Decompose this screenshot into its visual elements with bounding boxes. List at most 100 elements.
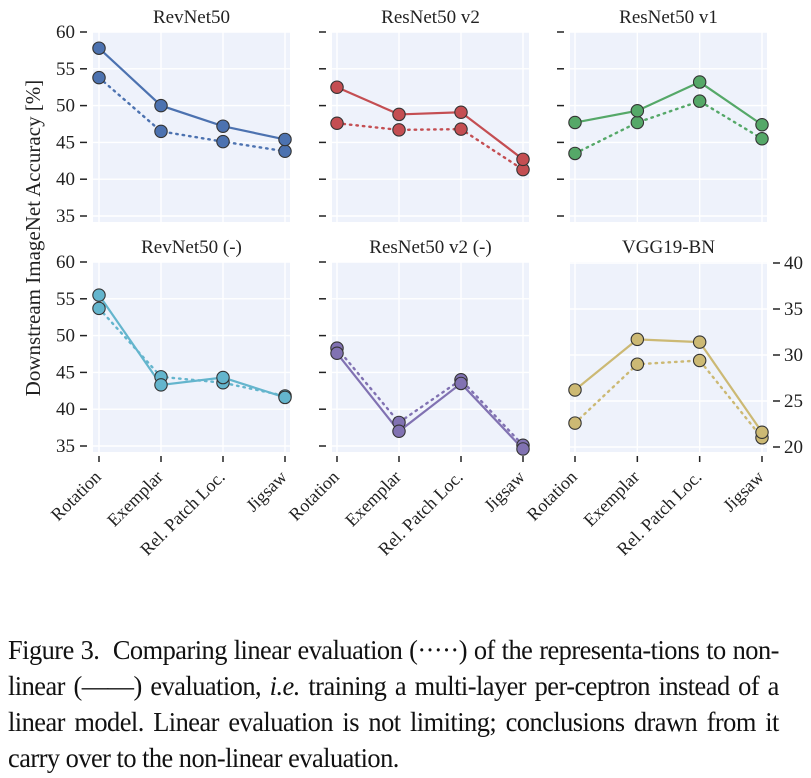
panel-title: ResNet50 v2 (-) <box>369 237 491 258</box>
x-tick-label: Rotation <box>47 467 105 525</box>
y-tick-label: 40 <box>56 169 75 190</box>
y-axis-title: Downstream ImageNet Accuracy [%] <box>21 80 45 397</box>
x-tick-label: Rotation <box>523 467 581 525</box>
data-point-non-linear <box>278 132 292 147</box>
y-tick-label: 35 <box>784 299 803 320</box>
panel-2: ResNet50 v1 <box>557 7 769 222</box>
series-line-non-linear <box>574 338 763 433</box>
data-point-non-linear <box>154 378 168 392</box>
data-point-non-linear <box>568 115 582 130</box>
data-point-non-linear <box>92 41 106 55</box>
data-point-non-linear <box>330 80 344 94</box>
series-line-linear <box>97 307 287 398</box>
x-tick-label: Rotation <box>285 467 343 525</box>
plot-background <box>570 262 767 452</box>
panel-1: ResNet50 v2 <box>319 7 530 222</box>
y-tick-label: 40 <box>784 253 803 274</box>
data-point-linear <box>92 301 106 316</box>
y-tick-label: 35 <box>56 436 75 457</box>
panel-title: VGG19-BN <box>622 237 715 258</box>
data-point-non-linear <box>630 104 645 118</box>
data-point-non-linear <box>755 117 769 132</box>
plot-background <box>93 262 290 452</box>
data-point-non-linear <box>330 346 344 361</box>
data-point-linear <box>216 134 230 149</box>
panel-title: RevNet50 <box>153 7 230 28</box>
series-line-non-linear <box>98 47 286 141</box>
data-point-linear <box>692 353 707 368</box>
data-point-non-linear <box>630 332 645 347</box>
data-point-linear <box>568 146 582 161</box>
data-point-non-linear <box>692 335 707 349</box>
plot-background <box>93 32 290 222</box>
data-point-linear <box>454 122 468 136</box>
data-point-linear <box>630 357 645 371</box>
caption-text-2: training a multi-layer per-ceptron inste… <box>8 670 779 773</box>
series-line-linear <box>335 346 525 447</box>
caption-text-1: Comparing linear evaluation (·····) of t… <box>8 634 779 701</box>
data-point-non-linear <box>755 425 769 440</box>
y-tick-label: 30 <box>784 345 803 366</box>
y-tick-label: 60 <box>56 252 75 273</box>
data-point-non-linear <box>568 383 582 397</box>
data-point-non-linear <box>92 288 106 302</box>
data-point-linear <box>630 115 645 130</box>
y-tick-label: 55 <box>56 59 75 80</box>
y-tick-label: 45 <box>56 132 75 153</box>
series-line-non-linear <box>336 352 524 450</box>
data-point-linear <box>692 94 707 108</box>
y-tick-label: 50 <box>56 326 75 347</box>
figure-3-chart: Downstream ImageNet Accuracy [%] 35 40 45 5… <box>21 7 803 559</box>
data-point-non-linear <box>154 98 168 113</box>
y-tick-label: 40 <box>56 399 75 420</box>
data-point-non-linear <box>216 119 230 133</box>
panel-title: RevNet50 (-) <box>141 237 242 258</box>
series-line-linear <box>97 76 287 153</box>
data-point-non-linear <box>392 107 406 122</box>
x-tick-label: Exemplar <box>341 467 405 531</box>
panel-0: 35 40 45 50 55 60 RevNet50 <box>56 7 292 227</box>
data-point-non-linear <box>516 152 530 167</box>
panel-title: ResNet50 v2 <box>381 7 480 28</box>
panel-3: 35 40 45 50 55 60 RevNet50 (-) RotationExemplar… <box>47 237 292 559</box>
x-tick-label: Jigsaw <box>480 467 529 516</box>
series-line-linear <box>573 359 764 439</box>
y-tick-label: 45 <box>56 362 75 383</box>
plot-background <box>332 32 529 222</box>
data-point-non-linear <box>216 370 230 385</box>
series-line-non-linear <box>98 294 286 399</box>
caption-label: Figure 3. <box>8 634 100 665</box>
y-tick-label: 60 <box>56 22 75 43</box>
data-point-linear <box>392 123 406 137</box>
data-point-non-linear <box>454 376 468 391</box>
x-tick-label: Exemplar <box>103 467 167 531</box>
data-point-non-linear <box>454 105 468 119</box>
x-tick-label: Jigsaw <box>242 467 291 516</box>
y-tick-label: 35 <box>56 206 75 227</box>
data-point-linear <box>568 416 582 430</box>
data-point-non-linear <box>692 75 707 89</box>
data-point-linear <box>92 70 106 85</box>
x-tick-label: Jigsaw <box>719 467 768 516</box>
data-point-linear <box>330 116 344 131</box>
y-tick-label: 50 <box>56 96 75 117</box>
data-point-linear <box>278 144 292 158</box>
data-point-non-linear <box>278 390 292 405</box>
data-point-linear <box>755 131 769 146</box>
data-point-non-linear <box>516 442 530 456</box>
series-line-non-linear <box>336 86 524 161</box>
data-point-non-linear <box>392 424 406 439</box>
plot-background <box>570 32 767 222</box>
series-line-linear <box>573 99 764 155</box>
figure-caption: Figure 3. Comparing linear evaluation (··… <box>8 632 779 776</box>
x-tick-label: Exemplar <box>580 467 644 531</box>
data-point-linear <box>154 124 168 139</box>
y-tick-label: 25 <box>784 391 803 412</box>
caption-ie: i.e. <box>269 670 301 701</box>
series-line-non-linear <box>574 80 763 126</box>
panel-title: ResNet50 v1 <box>619 7 718 28</box>
y-tick-label: 55 <box>56 289 75 310</box>
y-tick-label: 20 <box>784 437 803 458</box>
